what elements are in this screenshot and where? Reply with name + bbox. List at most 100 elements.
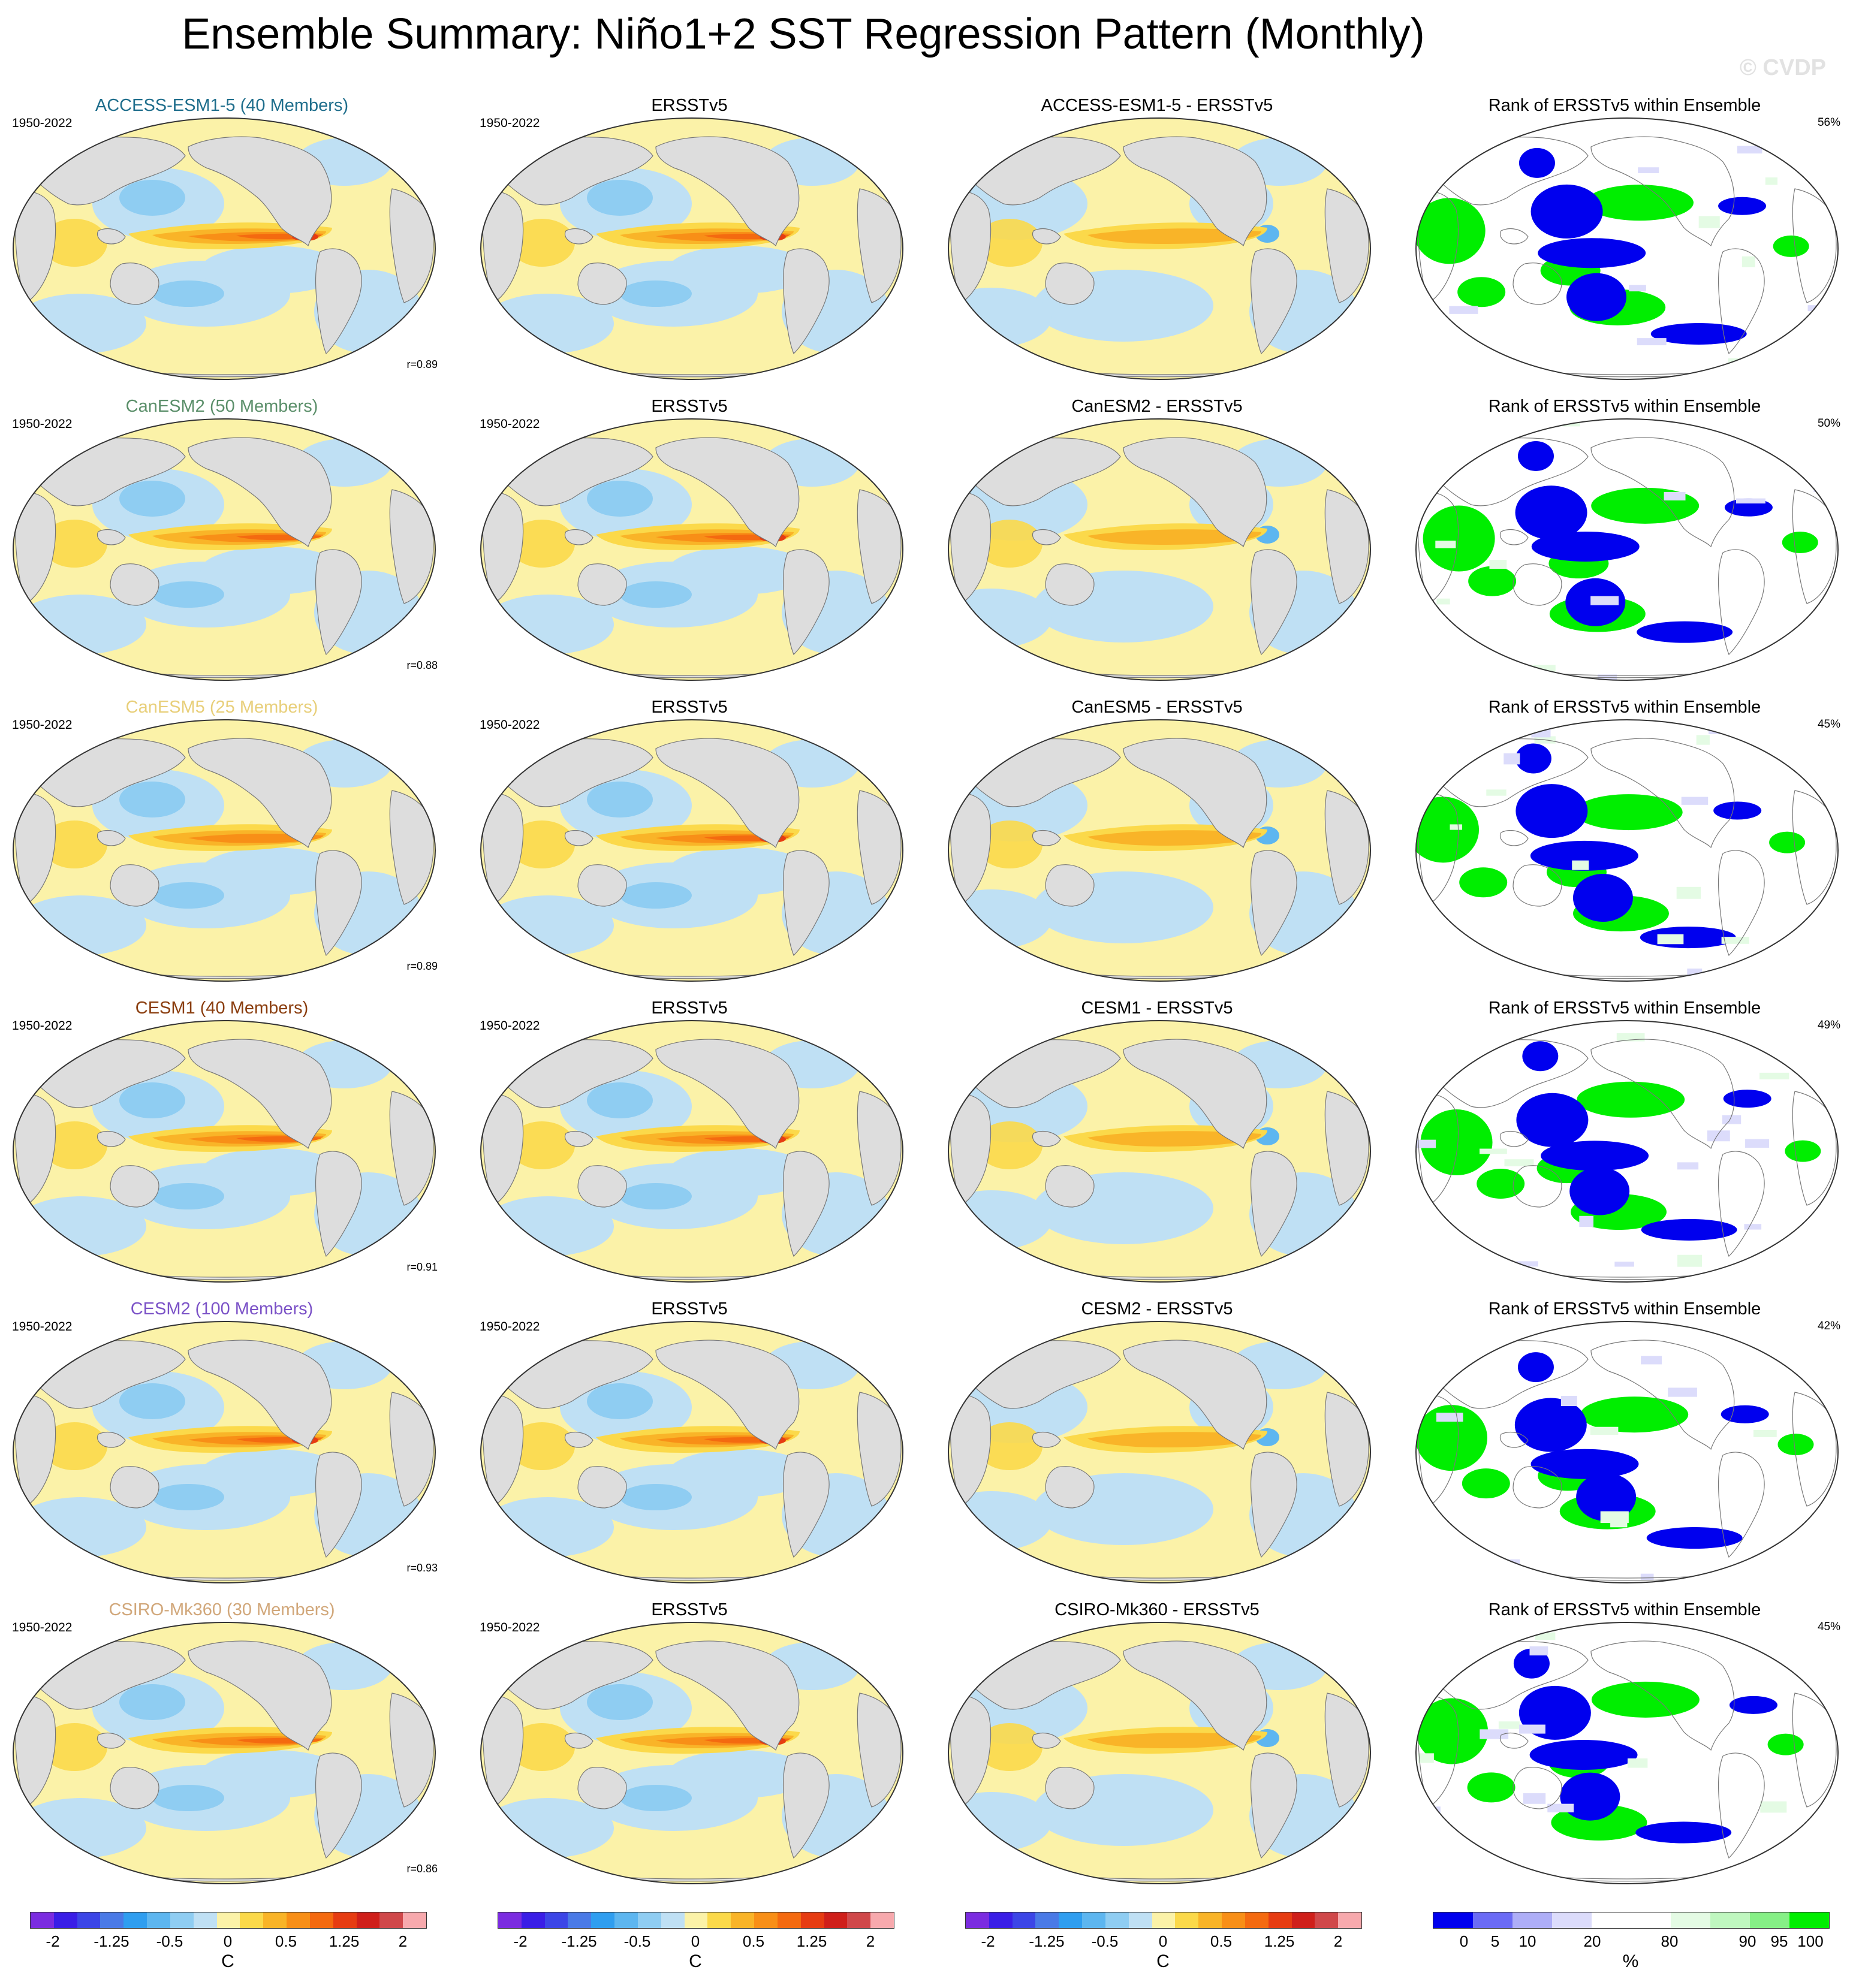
colorbar-tick-label: 100	[1797, 1932, 1824, 1950]
model-map	[13, 719, 436, 982]
colorbar-swatch	[1473, 1912, 1512, 1928]
obs-map	[480, 719, 903, 982]
obs-panel: ERSSTv5 1950-2022	[468, 1293, 911, 1594]
obs-panel-title: ERSSTv5	[651, 1600, 728, 1619]
colorbar-swatch	[1082, 1912, 1105, 1928]
rank-panel-title: Rank of ERSSTv5 within Ensemble	[1488, 698, 1761, 717]
colorbar-swatch	[1198, 1912, 1222, 1928]
colorbar-swatch	[309, 1912, 333, 1928]
rank-panel: Rank of ERSSTv5 within Ensemble 42%	[1403, 1293, 1846, 1594]
pattern-correlation: r=0.93	[406, 1562, 438, 1574]
diff-panel-title: CanESM5 - ERSSTv5	[1071, 698, 1243, 717]
colorbar-swatch	[1175, 1912, 1199, 1928]
colorbar-tick-label: 5	[1490, 1932, 1500, 1950]
diff-panel-title: CanESM2 - ERSSTv5	[1071, 397, 1243, 416]
colorbar-unit: C	[221, 1951, 234, 1971]
model-panel: ACCESS-ESM1-5 (40 Members) 1950-2022 r=0.8…	[0, 90, 444, 391]
colorbar-swatches	[965, 1912, 1362, 1929]
diff-map	[948, 719, 1371, 982]
model-panel-title: CESM1 (40 Members)	[135, 998, 309, 1018]
colorbar-swatches	[30, 1912, 427, 1929]
obs-map	[480, 418, 903, 681]
colorbar-swatch	[216, 1912, 240, 1928]
colorbar-swatch	[1222, 1912, 1245, 1928]
colorbar-tick-label: -1.25	[561, 1932, 597, 1950]
rank-panel: Rank of ERSSTv5 within Ensemble 45%	[1403, 1594, 1846, 1895]
colorbar-tick-label: 0.5	[742, 1932, 765, 1950]
colorbar-swatch	[614, 1912, 638, 1928]
obs-map	[480, 1321, 903, 1583]
rank-percent: 45%	[1817, 1621, 1840, 1633]
colorbar-rank: 0 5 10 20 80 90 95 100%	[1433, 1912, 1830, 1984]
colorbar-tick-label: 0	[691, 1932, 700, 1950]
colorbar-tick-label: 80	[1661, 1932, 1679, 1950]
colorbar-swatch	[544, 1912, 568, 1928]
model-panel-title: CESM2 (100 Members)	[130, 1299, 314, 1319]
colorbar-tick-label: 2	[866, 1932, 875, 1950]
obs-map	[480, 1622, 903, 1884]
colorbar-swatch	[777, 1912, 801, 1928]
rank-panel-title: Rank of ERSSTv5 within Ensemble	[1488, 998, 1761, 1018]
period-label: 1950-2022	[12, 116, 73, 130]
colorbar-swatch	[1012, 1912, 1036, 1928]
colorbar-swatch	[989, 1912, 1013, 1928]
colorbar-tick-label: 0	[1158, 1932, 1168, 1950]
model-map	[13, 1622, 436, 1884]
colorbar-swatch	[333, 1912, 357, 1928]
colorbar-tick-label: 20	[1583, 1932, 1601, 1950]
obs-panel: ERSSTv5 1950-2022	[468, 391, 911, 692]
rank-map	[1415, 1020, 1839, 1283]
colorbar-swatch	[870, 1912, 894, 1928]
colorbar-swatch	[1552, 1912, 1592, 1928]
rank-panel-title: Rank of ERSSTv5 within Ensemble	[1488, 1299, 1761, 1319]
rank-map	[1415, 1321, 1839, 1583]
model-panel: CESM1 (40 Members) 1950-2022 r=0.91	[0, 993, 444, 1293]
period-label: 1950-2022	[480, 1320, 540, 1334]
colorbar-tick-label: 0	[223, 1932, 233, 1950]
rank-percent: 56%	[1817, 116, 1840, 129]
diff-panel: CESM1 - ERSSTv5	[935, 993, 1379, 1293]
period-label: 1950-2022	[480, 116, 540, 130]
colorbar-swatch	[1152, 1912, 1176, 1928]
colorbar-tick-label: -0.5	[156, 1932, 183, 1950]
period-label: 1950-2022	[480, 417, 540, 431]
colorbar-swatch	[824, 1912, 848, 1928]
obs-panel-title: ERSSTv5	[651, 698, 728, 717]
colorbar-swatch	[77, 1912, 101, 1928]
obs-map	[480, 117, 903, 380]
colorbar-tick-label: -1.25	[94, 1932, 129, 1950]
colorbar-swatch	[1671, 1912, 1710, 1928]
colorbar-tick-label: -2	[513, 1932, 528, 1950]
colorbar-swatch	[1291, 1912, 1315, 1928]
colorbar-unit: %	[1622, 1951, 1639, 1971]
rank-percent: 42%	[1817, 1320, 1840, 1332]
model-map	[13, 1020, 436, 1283]
colorbar-swatch	[591, 1912, 615, 1928]
obs-map	[480, 1020, 903, 1283]
colorbar-swatch	[1433, 1912, 1473, 1928]
rank-panel: Rank of ERSSTv5 within Ensemble 50%	[1403, 391, 1846, 692]
pattern-correlation: r=0.89	[406, 358, 438, 370]
rank-percent: 49%	[1817, 1019, 1840, 1031]
diff-panel: CSIRO-Mk360 - ERSSTv5	[935, 1594, 1379, 1895]
diff-map	[948, 117, 1371, 380]
colorbar-swatch	[1059, 1912, 1083, 1928]
figure-row: CESM2 (100 Members) 1950-2022 r=0.93 ERSSTv…	[0, 1293, 1859, 1594]
colorbar-swatch	[1710, 1912, 1750, 1928]
colorbar-unit: C	[1156, 1951, 1170, 1971]
colorbar-tick-label: 1.25	[329, 1932, 360, 1950]
colorbar-swatch	[800, 1912, 824, 1928]
figure-row: CSIRO-Mk360 (30 Members) 1950-2022 r=0.86 E…	[0, 1594, 1859, 1895]
colorbar-swatch	[263, 1912, 287, 1928]
colorbar-swatch	[1789, 1912, 1829, 1928]
colorbar-swatch	[1128, 1912, 1152, 1928]
model-panel: CanESM5 (25 Members) 1950-2022 r=0.89	[0, 692, 444, 993]
colorbar-swatch	[707, 1912, 731, 1928]
colorbar-tick-label: -2	[981, 1932, 995, 1950]
diff-panel: ACCESS-ESM1-5 - ERSSTv5	[935, 90, 1379, 391]
model-panel: CanESM2 (50 Members) 1950-2022 r=0.88	[0, 391, 444, 692]
colorbar-tick-label: 0	[1459, 1932, 1469, 1950]
model-panel-title: CanESM2 (50 Members)	[125, 397, 318, 416]
colorbar-swatch	[147, 1912, 170, 1928]
colorbar-diff: -2 -1.25 -0.5 0 0.5 1.25 2 C	[965, 1912, 1362, 1984]
